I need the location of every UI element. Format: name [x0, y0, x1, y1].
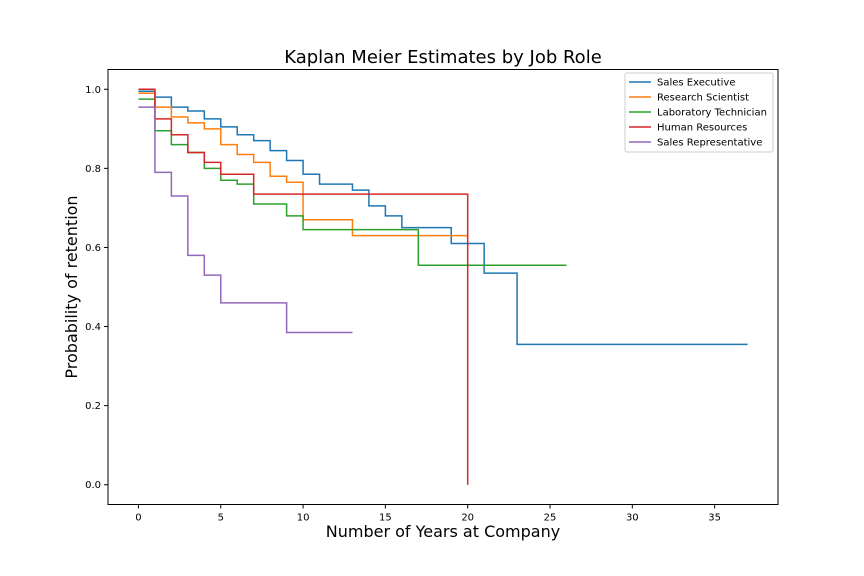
- y-axis-ticks: 0.0 0.2 0.4 0.6 0.8 1.0: [85, 85, 108, 491]
- legend-label: Laboratory Technician: [657, 108, 767, 119]
- x-tick-label: 35: [708, 513, 721, 524]
- x-tick-label: 25: [544, 513, 557, 524]
- legend-label: Human Resources: [657, 123, 747, 134]
- x-tick-label: 10: [297, 513, 310, 524]
- y-tick-label: 0.4: [85, 322, 101, 333]
- y-tick-label: 0.2: [85, 401, 101, 412]
- series-line-0: [138, 90, 748, 346]
- series-line-2: [138, 98, 567, 266]
- legend-label: Sales Executive: [657, 78, 735, 89]
- plot-area-frame: [107, 69, 779, 505]
- chart-title: Kaplan Meier Estimates by Job Role: [284, 47, 602, 68]
- y-tick-label: 0.8: [85, 164, 101, 175]
- x-tick-label: 0: [135, 513, 141, 524]
- x-tick-label: 5: [218, 513, 224, 524]
- x-tick-label: 30: [626, 513, 639, 524]
- legend-box: [624, 72, 774, 153]
- x-tick-label: 15: [379, 513, 392, 524]
- y-tick-label: 0.0: [85, 480, 101, 491]
- legend: Sales Executive Research Scientist Laborat…: [624, 72, 774, 153]
- series-layer: [138, 88, 748, 485]
- legend-label: Research Scientist: [657, 93, 749, 104]
- y-axis-label: Probability of retention: [62, 195, 81, 378]
- series-line-4: [138, 106, 353, 334]
- x-tick-label: 20: [461, 513, 474, 524]
- series-line-3: [138, 88, 469, 485]
- x-axis-ticks: 0 5 10 15 20 25 30 35: [135, 504, 721, 524]
- legend-label: Sales Representative: [657, 138, 762, 149]
- x-axis-label: Number of Years at Company: [326, 522, 560, 541]
- y-tick-label: 1.0: [85, 85, 101, 96]
- y-tick-label: 0.6: [85, 243, 101, 254]
- series-line-1: [138, 92, 468, 237]
